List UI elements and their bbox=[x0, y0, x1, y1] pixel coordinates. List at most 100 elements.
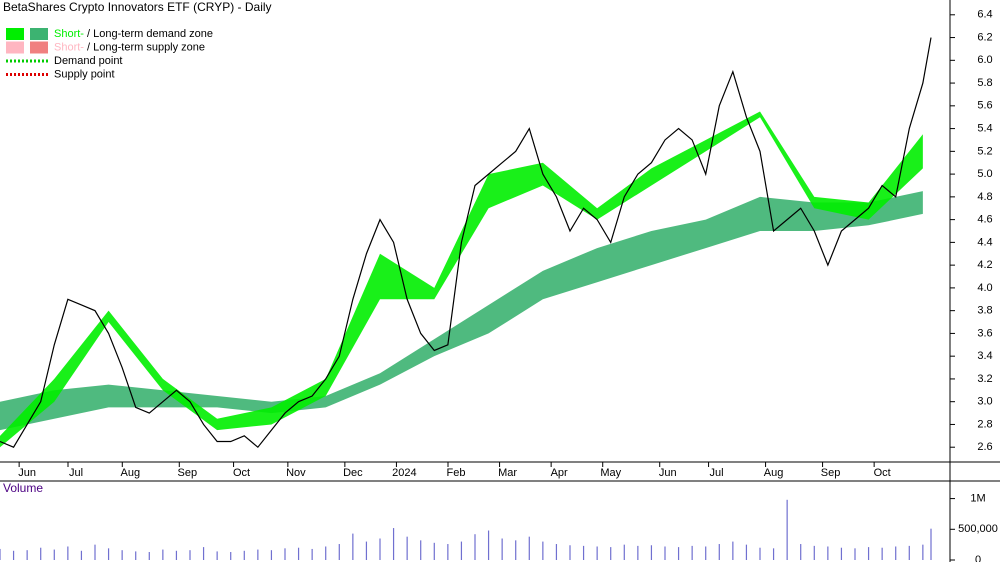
volume-bar bbox=[705, 546, 707, 560]
volume-bar bbox=[881, 547, 883, 560]
price-plot: 2.6 2.8 3.0 3.2 3.4 3.6 3.8 4.0 4.2 4.4 4.6 4.8 5.0 5… bbox=[0, 9, 993, 479]
volume-bar bbox=[230, 552, 232, 560]
volume-bar bbox=[759, 547, 761, 560]
legend-sep: / bbox=[84, 41, 93, 53]
y-tick-label: 1M bbox=[970, 492, 985, 504]
y-tick-label: 5.0 bbox=[977, 168, 992, 180]
volume-bar bbox=[379, 538, 381, 560]
volume-bar bbox=[596, 546, 598, 560]
x-tick-label: Oct bbox=[233, 467, 250, 479]
volume-bar bbox=[718, 544, 720, 560]
volume-bar bbox=[487, 530, 490, 560]
volume-bar bbox=[338, 544, 340, 560]
volume-bar bbox=[26, 550, 28, 560]
volume-bar bbox=[216, 551, 218, 560]
volume-bar bbox=[827, 546, 829, 560]
legend-label: Demand point bbox=[54, 55, 123, 67]
zone-area bbox=[0, 191, 923, 431]
x-tick-label: Jun bbox=[659, 467, 677, 479]
volume-bar bbox=[284, 548, 286, 560]
volume-bar bbox=[202, 547, 205, 560]
legend-swatch bbox=[6, 41, 24, 54]
x-tick-label: Aug bbox=[764, 467, 784, 479]
volume-bar bbox=[840, 547, 843, 560]
volume-bar bbox=[189, 550, 191, 560]
volume-bar bbox=[623, 544, 625, 560]
legend-swatch bbox=[6, 28, 24, 40]
y-tick-label: 5.2 bbox=[977, 145, 992, 157]
volume-bar bbox=[854, 548, 856, 560]
y-tick-label: 4.6 bbox=[977, 214, 992, 226]
legend-short: Short- bbox=[54, 41, 84, 53]
y-tick-label: 3.6 bbox=[977, 327, 992, 339]
volume-bar bbox=[107, 548, 110, 560]
volume-bar bbox=[80, 550, 83, 560]
y-tick-label: 0 bbox=[975, 554, 981, 562]
volume-bar bbox=[121, 550, 123, 560]
volume-bar bbox=[433, 542, 435, 560]
volume-bar bbox=[311, 548, 313, 560]
legend-long: Long-term demand zone bbox=[93, 28, 213, 40]
volume-plot: 0 500,000 1M bbox=[0, 492, 998, 562]
y-tick-label: 4.8 bbox=[977, 191, 992, 203]
legend-short: Short- bbox=[54, 28, 84, 40]
volume-bar bbox=[0, 548, 1, 560]
legend-label: Short- / Long-term demand zone bbox=[54, 28, 213, 40]
volume-bar bbox=[474, 534, 476, 560]
y-tick-label: 3.4 bbox=[977, 350, 992, 362]
volume-bar bbox=[243, 550, 245, 560]
x-tick-label: Nov bbox=[286, 467, 306, 479]
y-tick-label: 5.6 bbox=[977, 100, 992, 112]
volume-title: Volume bbox=[3, 481, 43, 495]
volume-bar bbox=[786, 499, 788, 560]
x-tick-label: Apr bbox=[551, 467, 568, 479]
volume-bar bbox=[745, 544, 748, 560]
legend-sep: / bbox=[84, 28, 93, 40]
volume-bar bbox=[895, 546, 897, 560]
x-tick-label: Mar bbox=[498, 467, 517, 479]
legend-label: Short- / Long-term supply zone bbox=[54, 41, 205, 53]
volume-bar bbox=[406, 536, 408, 560]
x-tick-label: Jun bbox=[18, 467, 36, 479]
y-tick-label: 3.8 bbox=[977, 305, 992, 317]
y-tick-label: 4.4 bbox=[977, 236, 992, 248]
volume-bar bbox=[352, 533, 354, 560]
volume-bar bbox=[569, 545, 571, 560]
volume-bar bbox=[664, 546, 666, 560]
volume-bar bbox=[175, 550, 178, 560]
x-tick-label: Aug bbox=[120, 467, 140, 479]
volume-bar bbox=[732, 541, 734, 560]
volume-bar bbox=[53, 549, 55, 560]
volume-bar bbox=[677, 547, 680, 560]
volume-bar bbox=[930, 528, 932, 560]
y-tick-label: 5.8 bbox=[977, 77, 992, 89]
legend-swatch bbox=[30, 41, 48, 54]
volume-bar bbox=[650, 545, 653, 560]
y-tick-label: 500,000 bbox=[958, 523, 998, 535]
y-tick-label: 4.0 bbox=[977, 282, 992, 294]
y-tick-label: 3.0 bbox=[977, 396, 992, 408]
y-tick-label: 2.8 bbox=[977, 418, 992, 430]
x-tick-label: 2024 bbox=[392, 467, 416, 479]
volume-bar bbox=[691, 545, 693, 560]
volume-bar bbox=[867, 547, 870, 560]
x-tick-label: Sep bbox=[821, 467, 841, 479]
legend-label: Supply point bbox=[54, 68, 115, 80]
chart-title: BetaShares Crypto Innovators ETF (CRYP) … bbox=[3, 0, 272, 14]
volume-bar bbox=[148, 552, 150, 560]
volume-bar bbox=[908, 545, 910, 560]
y-tick-label: 6.2 bbox=[977, 31, 992, 43]
volume-bar bbox=[800, 544, 802, 560]
volume-bar bbox=[555, 544, 558, 560]
x-tick-label: Oct bbox=[874, 467, 891, 479]
x-tick-label: Jul bbox=[69, 467, 83, 479]
volume-bar bbox=[501, 538, 503, 560]
price-line bbox=[0, 37, 932, 449]
volume-bar bbox=[40, 547, 42, 560]
volume-bar bbox=[542, 541, 544, 560]
volume-bar bbox=[460, 541, 463, 560]
y-tick-label: 3.2 bbox=[977, 373, 992, 385]
